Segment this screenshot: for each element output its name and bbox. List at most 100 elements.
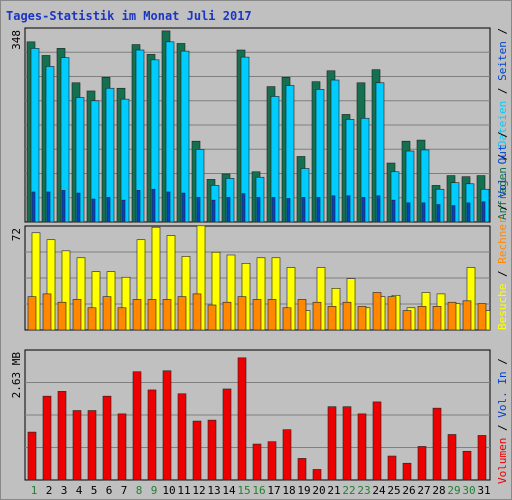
day-label-29: 29	[447, 484, 460, 497]
bar-seiten-day-19	[301, 197, 306, 223]
day-label-7: 7	[121, 484, 128, 497]
bar-seiten-day-12	[196, 197, 201, 223]
panel-hits: 348	[10, 27, 491, 223]
day-label-15: 15	[237, 484, 250, 497]
day-label-12: 12	[192, 484, 205, 497]
side-label-part: Anfragen	[496, 167, 509, 220]
bar-seiten-day-21	[331, 195, 336, 223]
bar-volumen-day-31	[477, 435, 487, 481]
bar-rechner-day-15	[237, 296, 247, 331]
bar-volumen-day-26	[402, 462, 412, 481]
bar-seiten-day-30	[466, 202, 471, 223]
day-label-14: 14	[222, 484, 236, 497]
day-label-6: 6	[106, 484, 113, 497]
bar-volumen-day-20	[312, 469, 322, 481]
panel-volume: 2.63 MB	[10, 349, 491, 481]
bar-seiten-day-11	[181, 192, 186, 223]
bar-volumen-day-3	[57, 391, 67, 481]
bar-rechner-day-26	[402, 310, 412, 331]
bar-seiten-day-24	[376, 195, 381, 223]
bar-rechner-day-10	[162, 299, 172, 331]
side-label-part: Seiten	[496, 41, 509, 81]
bar-seiten-day-31	[481, 201, 486, 223]
bar-seiten-day-2	[46, 191, 51, 223]
panel-visits: 72	[10, 225, 491, 331]
day-label-13: 13	[207, 484, 220, 497]
bar-seiten-day-1	[31, 191, 36, 223]
bar-volumen-day-8	[132, 371, 142, 481]
day-label-17: 17	[267, 484, 280, 497]
side-label-part: /	[496, 418, 509, 438]
bar-rechner-day-13	[207, 304, 217, 331]
side-label-part: Besuche	[496, 284, 509, 330]
day-label-3: 3	[61, 484, 68, 497]
bar-volumen-day-11	[177, 393, 187, 481]
bar-rechner-day-14	[222, 301, 232, 331]
bar-volumen-day-25	[387, 455, 397, 481]
bar-volumen-day-27	[417, 446, 427, 481]
side-label-part: /	[496, 131, 509, 144]
side-label-part: Volumen	[496, 438, 509, 484]
bar-volumen-day-18	[282, 429, 292, 481]
side-label-hits: Anfragen / Dateien / Seiten /	[496, 28, 509, 220]
bar-seiten-day-20	[316, 197, 321, 223]
bar-volumen-day-15	[237, 357, 247, 481]
bar-volumen-day-28	[432, 407, 442, 481]
side-label-part: Vol. In	[496, 371, 509, 417]
bar-rechner-day-4	[72, 299, 82, 331]
bar-volumen-day-24	[372, 401, 382, 481]
bar-rechner-day-18	[282, 307, 292, 331]
day-label-11: 11	[177, 484, 190, 497]
side-label-visits: Besuche / Rechner / Vol. Out /	[496, 131, 509, 330]
bar-volumen-day-6	[102, 395, 112, 481]
day-label-1: 1	[31, 484, 38, 497]
day-label-16: 16	[252, 484, 265, 497]
bar-seiten-day-15	[241, 193, 246, 223]
bar-volumen-day-22	[342, 406, 352, 481]
side-label-part: /	[496, 147, 509, 167]
bar-seiten-day-9	[151, 188, 156, 223]
bar-rechner-day-11	[177, 296, 187, 331]
day-label-4: 4	[76, 484, 83, 497]
series-seiten	[31, 188, 486, 223]
day-label-2: 2	[46, 484, 53, 497]
bar-seiten-day-3	[61, 190, 66, 223]
bar-rechner-day-17	[267, 299, 277, 331]
bar-seiten-day-29	[451, 205, 456, 223]
bar-seiten-day-8	[136, 190, 141, 223]
day-label-23: 23	[357, 484, 370, 497]
side-label-part: Dateien	[496, 101, 509, 147]
bar-volumen-day-14	[222, 388, 232, 481]
day-label-20: 20	[312, 484, 325, 497]
side-label-volume: Volumen / Vol. In /	[496, 358, 509, 484]
bar-seiten-day-4	[76, 192, 81, 223]
day-label-25: 25	[387, 484, 400, 497]
y-max-label: 2.63 MB	[10, 352, 23, 399]
bar-rechner-day-24	[372, 292, 382, 331]
day-label-8: 8	[136, 484, 143, 497]
bar-volumen-day-29	[447, 434, 457, 481]
chart-title: Tages-Statistik im Monat Juli 2017	[6, 9, 252, 23]
day-label-24: 24	[372, 484, 386, 497]
bar-volumen-day-16	[252, 443, 262, 481]
bar-seiten-day-14	[226, 197, 231, 223]
side-label-part: /	[496, 264, 509, 284]
bar-seiten-day-23	[361, 197, 366, 223]
bar-volumen-day-17	[267, 441, 277, 481]
day-label-22: 22	[342, 484, 355, 497]
side-label-part: Rechner	[496, 217, 509, 264]
day-label-21: 21	[327, 484, 340, 497]
bar-volumen-day-5	[87, 410, 97, 481]
bar-rechner-day-12	[192, 293, 202, 331]
bar-rechner-day-22	[342, 301, 352, 331]
side-label-part: /	[496, 358, 509, 371]
bar-volumen-day-10	[162, 370, 172, 481]
bar-rechner-day-2	[42, 293, 52, 331]
bar-rechner-day-23	[357, 306, 367, 331]
bar-volumen-day-19	[297, 458, 307, 481]
bar-rechner-day-25	[387, 296, 397, 331]
bar-rechner-day-1	[27, 296, 37, 331]
day-label-30: 30	[462, 484, 475, 497]
bar-seiten-day-7	[121, 199, 126, 223]
